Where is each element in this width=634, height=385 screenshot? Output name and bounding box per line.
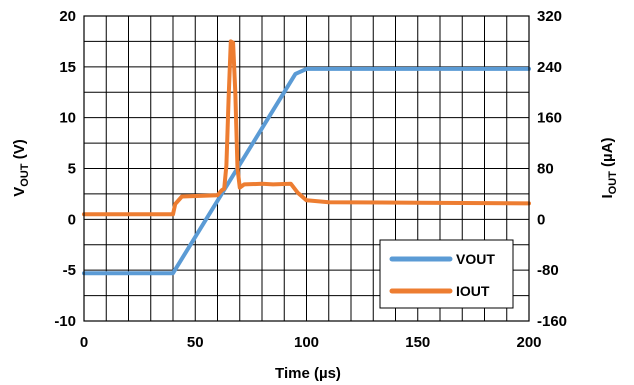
legend-box — [379, 239, 514, 309]
right-y-tick-label: 320 — [537, 8, 562, 25]
series-layer — [82, 39, 531, 276]
left-y-tick-label: 10 — [59, 110, 76, 127]
right-y-axis-title-main: I — [599, 194, 616, 198]
right-y-axis-title-unit: (µA) — [599, 137, 616, 171]
x-tick-label: 150 — [405, 334, 430, 351]
right-y-tick-label: -80 — [537, 262, 559, 279]
left-y-tick-label: 20 — [59, 8, 76, 25]
x-tick-label: 200 — [516, 334, 541, 351]
left-y-axis-title-main: V — [11, 187, 28, 197]
right-y-tick-label: -160 — [537, 313, 567, 330]
x-tick-label: 0 — [80, 334, 88, 351]
right-y-tick-label: 160 — [537, 110, 562, 127]
series-line-vout — [82, 66, 531, 276]
right-y-axis-title: IOUT (µA) — [599, 137, 619, 198]
left-y-tick-label: -5 — [63, 262, 76, 279]
legend: VOUT IOUT — [379, 239, 514, 309]
x-tick-label: 100 — [294, 334, 319, 351]
right-y-axis-title-sub: OUT — [607, 171, 619, 195]
x-tick-label: 50 — [187, 334, 204, 351]
left-y-tick-label: -10 — [54, 313, 76, 330]
left-y-axis-title-sub: OUT — [19, 163, 31, 187]
left-y-tick-label: 15 — [59, 59, 76, 76]
right-y-tick-label: 0 — [537, 211, 545, 228]
legend-label-iout: IOUT — [456, 283, 490, 299]
right-y-tick-label: 240 — [537, 59, 562, 76]
x-tick-labels: 0 50 100 150 200 — [80, 334, 542, 351]
x-axis-title: Time (µs) — [275, 365, 341, 382]
legend-label-vout: VOUT — [456, 251, 495, 267]
series-line-iout — [82, 39, 531, 217]
left-y-tick-label: 5 — [68, 161, 76, 178]
left-y-tick-label: 0 — [68, 211, 76, 228]
right-y-tick-label: 80 — [537, 161, 554, 178]
left-y-tick-labels: -10 -5 0 5 10 15 20 — [54, 8, 76, 330]
left-y-axis-title: VOUT (V) — [11, 139, 31, 196]
plot-area-frame — [83, 15, 530, 322]
right-y-tick-labels: -160 -80 0 80 160 240 320 — [537, 8, 567, 330]
left-y-axis-title-unit: (V) — [11, 139, 28, 163]
